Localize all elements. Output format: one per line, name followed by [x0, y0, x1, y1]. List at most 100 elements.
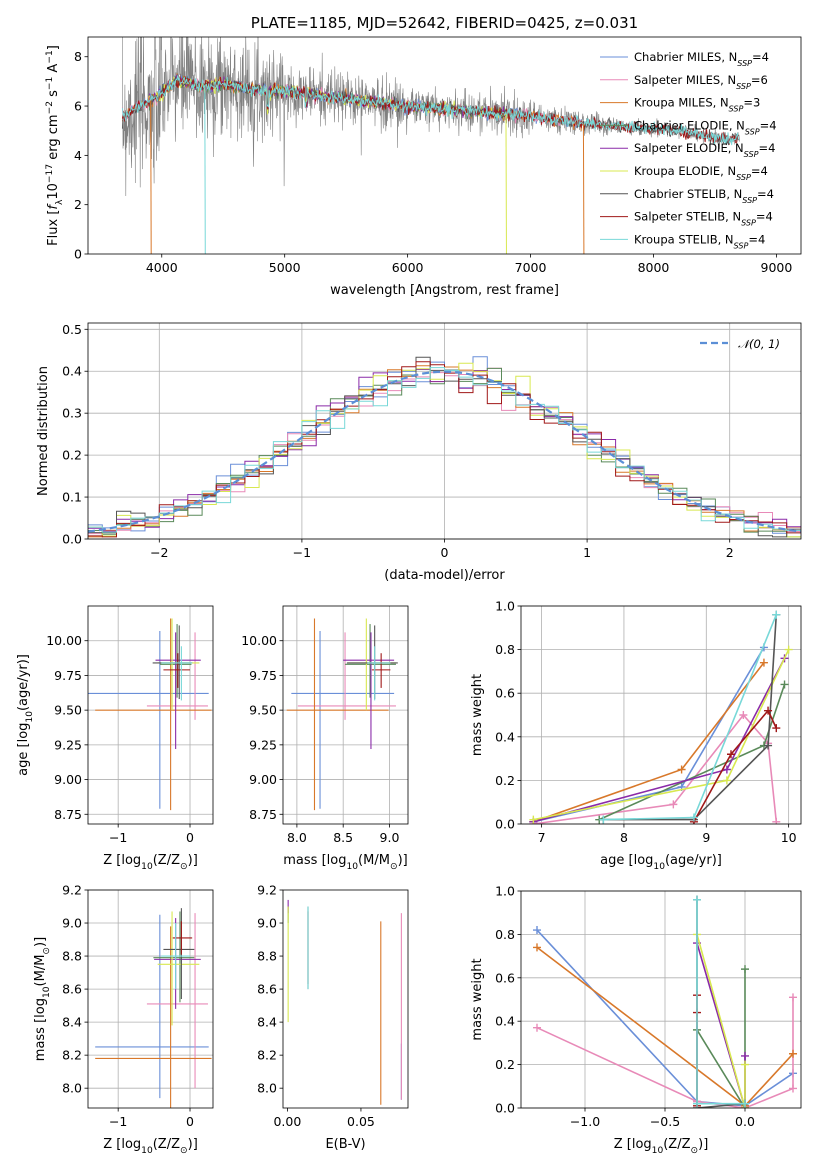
legend-label: Chabrier STELIB, NSSP=4: [634, 187, 774, 205]
x-tick-label: 7000: [515, 260, 547, 275]
label-part: Salpeter STELIB, N: [634, 210, 741, 224]
x-tick-label: 0.0: [735, 1114, 755, 1129]
x-tick-label: 9.0: [380, 830, 400, 845]
plot-area-mass-vs-Z: [95, 908, 212, 1108]
legend-label: Salpeter MILES, NSSP=6: [634, 73, 768, 91]
x-tick-label: 6000: [392, 260, 424, 275]
x-axis-label: Z [log10(Z/Z⊙)]: [103, 853, 198, 872]
plot-area-weight-vs-age: [529, 610, 793, 824]
weight-marker: [722, 765, 731, 774]
label-part: )]: [698, 1137, 708, 1152]
label-part: SSP: [729, 104, 744, 113]
label-part: 10: [42, 986, 52, 998]
y-tick-label: 8.4: [257, 1015, 277, 1030]
weight-line: [696, 934, 746, 1108]
x-tick-label: −1: [293, 545, 311, 560]
legend-label: Kroupa STELIB, NSSP=4: [634, 232, 765, 250]
label-part: Chabrier MILES, N: [634, 50, 737, 64]
y-tick-label: 0.3: [62, 406, 82, 421]
y-tick-label: 0.5: [62, 322, 82, 337]
x-tick-label: 0.00: [273, 1114, 301, 1129]
legend-label: Kroupa MILES, NSSP=3: [634, 96, 760, 114]
y-tick-label: 9.50: [249, 703, 277, 718]
y-tick-label: 9.2: [62, 883, 82, 898]
y-axis-label: mass [log10(M/M⊙)]: [33, 937, 52, 1061]
axes-frame-age-vs-mass: [282, 605, 409, 825]
model-spectrum: [121, 75, 739, 146]
y-tick-label: 0.2: [495, 1057, 515, 1072]
weight-marker: [693, 895, 701, 904]
axes-frame-mass-vs-EBV: [282, 889, 409, 1109]
label-part: mass [log: [283, 853, 346, 868]
label-part: Chabrier ELODIE, N: [634, 118, 745, 132]
label-part: 10: [653, 862, 665, 872]
weight-marker: [789, 1049, 797, 1058]
label-part: =3: [743, 96, 760, 110]
weight-marker: [741, 1060, 749, 1069]
y-tick-label: 8.0: [62, 1081, 82, 1096]
label-part: Kroupa STELIB, N: [634, 232, 734, 246]
x-tick-label: 5000: [269, 260, 301, 275]
label-part: f: [46, 203, 61, 210]
plot-area-weight-vs-Z: [533, 895, 797, 1108]
label-part: Flux [: [46, 210, 61, 246]
axes-frame-weight-vs-Z: [520, 890, 802, 1109]
y-tick-label: 0.0: [62, 532, 82, 547]
weight-marker: [772, 610, 781, 619]
weight-marker: [739, 711, 748, 719]
label-part: 10: [141, 862, 153, 872]
label-part: SSP: [742, 195, 757, 204]
x-tick-label: 2: [726, 545, 734, 560]
x-axis-label: age [log10(age/yr)]: [600, 853, 722, 872]
plot-area-mass-vs-EBV: [287, 899, 402, 1105]
y-tick-label: 8.8: [62, 949, 82, 964]
y-tick-label: 0: [74, 247, 82, 262]
label-part: ⊙: [390, 862, 398, 872]
y-tick-label: 0.4: [495, 1014, 515, 1029]
weight-marker: [741, 965, 749, 974]
label-part: Salpeter ELODIE, N: [634, 141, 744, 155]
label-part: =6: [751, 73, 768, 87]
weight-marker: [689, 813, 698, 822]
x-tick-label: 0: [186, 830, 194, 845]
y-tick-label: 8.4: [62, 1015, 82, 1030]
axes-age-vs-mass: 8.0 8.5 9.0 8.75 9.00 9.25 9.50 9.75 10.00: [241, 606, 408, 845]
label-part: 10: [46, 183, 61, 200]
plot-area-age-vs-Z: [88, 618, 212, 811]
label-part: )]: [33, 937, 48, 947]
x-tick-label: 8000: [638, 260, 670, 275]
y-tick-label: 4: [74, 148, 82, 163]
label-part: age [log: [16, 723, 31, 776]
weight-line: [533, 657, 786, 823]
x-tick-label: 8.5: [333, 830, 353, 845]
x-tick-label: 8: [620, 830, 628, 845]
x-tick-label: 4000: [146, 260, 178, 275]
label-part: =4: [757, 187, 774, 201]
label-part: s: [46, 90, 61, 101]
weight-marker: [677, 765, 686, 774]
label-part: (M/M: [358, 853, 390, 868]
axes-spectrum: 4000 5000 6000 7000 8000 9000 0 2 4 6 8: [74, 49, 792, 275]
label-part: λ: [55, 199, 65, 205]
y-tick-label: 9.75: [54, 668, 82, 683]
label-part: =4: [756, 210, 773, 224]
weight-marker: [727, 750, 735, 759]
weight-line: [693, 709, 778, 823]
x-tick-label: 7: [538, 830, 546, 845]
label-part: Chabrier STELIB, N: [634, 187, 742, 201]
x-axis-label: (data-model)/error: [384, 568, 505, 583]
legend-label: Kroupa ELODIE, NSSP=4: [634, 164, 768, 182]
y-tick-label: 0.2: [62, 448, 82, 463]
label-part: (Z/Z: [663, 1137, 690, 1152]
label-part: Z [log: [103, 1137, 141, 1152]
weight-marker: [693, 1099, 701, 1108]
y-tick-label: 0.1: [62, 490, 82, 505]
label-part: SSP: [737, 59, 752, 68]
histogram-step-line: [88, 367, 801, 533]
x-tick-label: 9: [702, 830, 710, 845]
weight-marker: [741, 1051, 749, 1060]
axes-mass-vs-Z: −1 0 8.0 8.2 8.4 8.6 8.8 9.0 9.2: [62, 883, 213, 1129]
x-axis-label: Z [log10(Z/Z⊙)]: [103, 1137, 198, 1156]
weight-marker: [764, 706, 773, 715]
y-tick-label: 8.75: [54, 807, 82, 822]
